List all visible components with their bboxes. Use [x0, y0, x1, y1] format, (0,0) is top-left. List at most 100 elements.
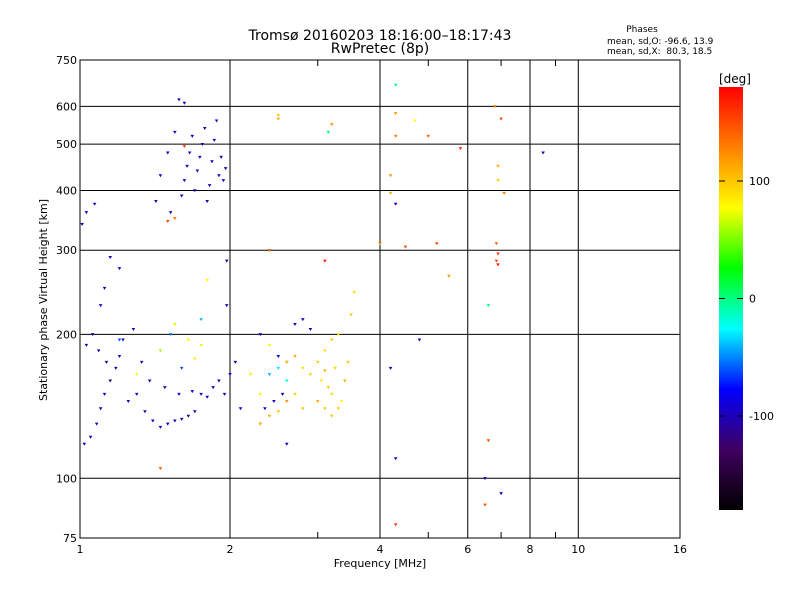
data-point [301, 366, 305, 370]
x-axis-ticks: 1 2 4 6 8 10 16 [77, 543, 688, 556]
x-tick-label: 16 [673, 543, 687, 556]
data-point [177, 392, 181, 396]
data-point [108, 379, 113, 383]
data-point [329, 392, 334, 396]
data-point [92, 202, 97, 206]
y-tick-label: 300 [56, 244, 77, 257]
chart-subtitle: RwPretec (8p) [331, 41, 429, 57]
data-point [179, 417, 184, 421]
data-point [182, 179, 187, 183]
data-point [323, 369, 327, 373]
data-point [323, 349, 327, 353]
data-point [393, 134, 398, 138]
data-point [393, 112, 398, 116]
x-axis-label: Frequency [MHz] [334, 557, 426, 570]
data-point [413, 119, 417, 123]
data-point [502, 191, 506, 195]
data-point [165, 220, 170, 224]
stats-line-x: mean, sd,X: 80.3, 18.5 [607, 47, 712, 57]
data-point [198, 155, 202, 159]
data-point [210, 160, 214, 164]
data-point [233, 360, 238, 364]
data-point [349, 313, 353, 317]
data-point [84, 211, 89, 215]
data-point [284, 442, 289, 446]
data-point [158, 349, 163, 353]
data-point [177, 98, 181, 102]
data-point [182, 101, 187, 105]
data-point [293, 323, 297, 327]
data-point [496, 263, 500, 267]
data-point [417, 338, 422, 342]
data-point [190, 134, 195, 138]
data-point [179, 194, 184, 198]
data-point [98, 304, 103, 308]
data-point [221, 179, 226, 183]
data-point [117, 338, 122, 342]
colorbar-tick-label: -100 [749, 410, 774, 423]
data-point [326, 130, 331, 134]
data-point [131, 328, 136, 332]
data-point [165, 422, 170, 426]
data-point [319, 379, 324, 383]
data-point [219, 155, 223, 159]
data-point [267, 249, 272, 253]
data-point [426, 134, 431, 138]
data-point [202, 126, 207, 130]
data-point [494, 259, 499, 263]
data-point [496, 179, 500, 183]
data-point [329, 123, 334, 127]
data-point [205, 395, 209, 399]
data-point [403, 245, 408, 249]
colorbar-tick-label: 0 [749, 293, 756, 306]
data-point [151, 419, 155, 423]
grid-lines [79, 59, 681, 539]
data-point [80, 223, 84, 227]
data-point [179, 366, 184, 370]
data-point [326, 386, 331, 390]
data-point [193, 189, 197, 193]
data-point [263, 407, 267, 411]
x-tick-label: 6 [464, 543, 471, 556]
y-axis-label: Stationary phase Virtual Height [km] [37, 199, 50, 401]
y-tick-label: 750 [56, 54, 77, 67]
data-point [323, 407, 327, 411]
data-point [94, 422, 99, 426]
data-point [158, 425, 163, 429]
x-tick-label: 8 [527, 543, 534, 556]
data-point [224, 259, 229, 263]
data-point [165, 151, 170, 155]
data-point [329, 338, 334, 342]
data-point [258, 392, 263, 396]
y-tick-label: 100 [56, 472, 77, 485]
data-point [185, 164, 189, 168]
data-point [486, 304, 491, 308]
data-point [280, 392, 285, 396]
data-point [267, 343, 272, 347]
stats-heading: Phases [626, 25, 658, 35]
data-point [293, 355, 297, 359]
x-tick-label: 10 [571, 543, 585, 556]
data-point [173, 217, 177, 221]
data-point [276, 366, 281, 370]
chart-title: Tromsø 20160203 18:16:00–18:17:43 [248, 28, 512, 44]
data-point [104, 360, 109, 364]
data-point [499, 117, 503, 121]
data-point [158, 466, 163, 470]
data-point [499, 492, 503, 496]
data-point [301, 318, 305, 322]
data-point [238, 407, 243, 411]
data-point [168, 333, 173, 337]
y-tick-label: 600 [56, 100, 77, 113]
data-point [388, 191, 393, 195]
data-point [276, 117, 281, 121]
data-point [190, 390, 195, 394]
data-point [343, 379, 347, 383]
data-point [199, 392, 203, 396]
data-point [284, 379, 289, 383]
data-point [393, 523, 398, 527]
data-point [458, 147, 463, 151]
data-point [214, 119, 219, 123]
data-point [134, 373, 139, 377]
data-point [301, 407, 305, 411]
